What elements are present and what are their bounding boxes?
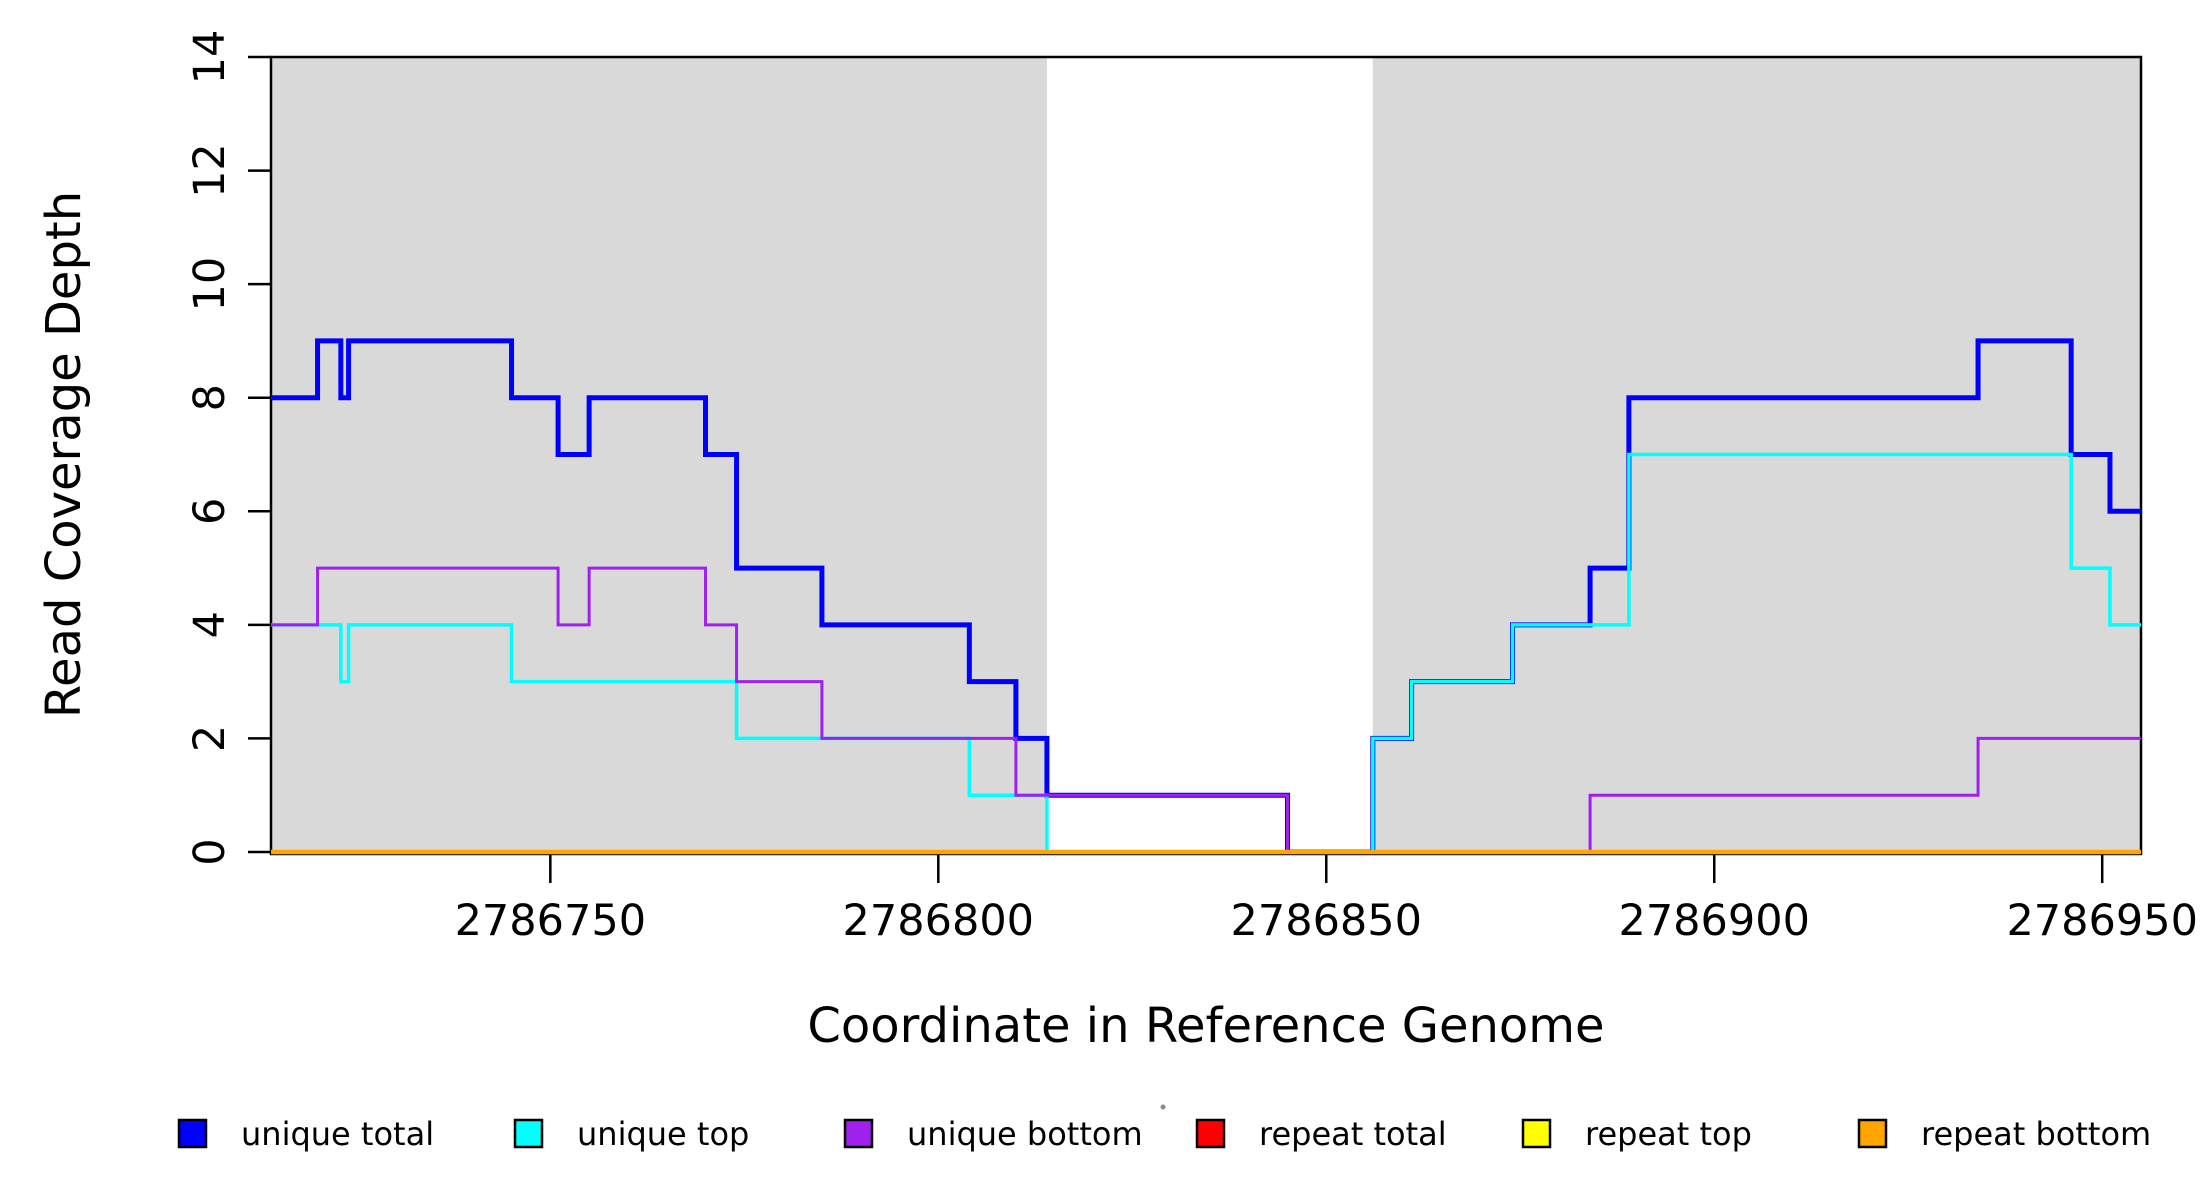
y-tick-label: 6 [185, 498, 235, 525]
y-tick-label: 4 [185, 611, 235, 638]
x-axis-title: Coordinate in Reference Genome [807, 998, 1604, 1054]
legend-label: repeat top [1585, 1115, 1752, 1153]
legend-swatch-unique-bottom [843, 1118, 874, 1149]
x-tick-label: 2786800 [843, 896, 1035, 946]
unique-region-left [271, 57, 1047, 854]
series-unique-bottom [271, 566, 2141, 854]
x-tick-label: 2786950 [2006, 896, 2198, 946]
legend-label: unique top [577, 1115, 749, 1153]
legend-swatch-repeat-bottom [1857, 1118, 1888, 1149]
stray-mark [1160, 1104, 1166, 1110]
y-tick-label: 10 [185, 257, 235, 312]
series-unique-total [271, 338, 2141, 855]
x-tick-label: 2786850 [1231, 896, 1423, 946]
x-tick-label: 2786900 [1618, 896, 1810, 946]
y-tick-label: 0 [185, 838, 235, 865]
y-axis-title: Read Coverage Depth [36, 191, 92, 718]
legend-label: repeat total [1259, 1115, 1447, 1153]
legend-swatch-unique-top [513, 1118, 544, 1149]
legend-swatch-repeat-top [1521, 1118, 1552, 1149]
x-tick-label: 2786750 [455, 896, 647, 946]
legend-label: unique total [241, 1115, 434, 1153]
legend-label: repeat bottom [1921, 1115, 2151, 1153]
y-tick-label: 2 [185, 725, 235, 752]
legend-label: unique bottom [907, 1115, 1143, 1153]
legend-swatch-repeat-total [1195, 1118, 1226, 1149]
legend: unique total unique top unique bottom repea… [177, 1104, 2151, 1153]
y-tick-label: 12 [185, 143, 235, 198]
legend-swatch-unique-total [177, 1118, 208, 1149]
y-tick-label: 8 [185, 384, 235, 411]
y-tick-label: 14 [185, 30, 235, 85]
